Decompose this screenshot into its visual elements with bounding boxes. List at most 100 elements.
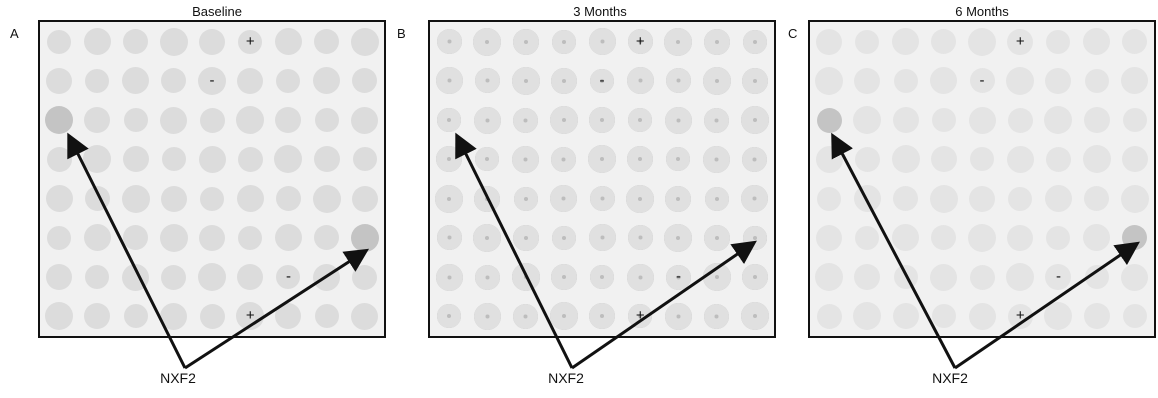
blot-spot — [83, 145, 112, 174]
blot-spot — [198, 145, 226, 173]
panel-c-target-label: NXF2 — [932, 370, 968, 386]
blot-spot — [968, 223, 996, 252]
blot-spot — [276, 68, 301, 93]
blot-spot — [84, 107, 111, 134]
panel-a-letter: A — [10, 26, 19, 41]
blot-spot — [473, 27, 502, 56]
blot-spot — [160, 302, 188, 330]
blot-spot — [816, 107, 842, 133]
blot-spot — [815, 66, 844, 95]
blot-spot — [236, 106, 265, 135]
blot-spot — [161, 147, 186, 172]
blot-spot — [274, 145, 303, 174]
blot-spot — [1082, 145, 1111, 174]
blot-spot — [1045, 67, 1072, 94]
blot-spot — [237, 264, 264, 291]
blot-spot — [853, 185, 881, 213]
blot-spot — [1121, 263, 1149, 291]
blot-spot — [703, 224, 730, 251]
blot-spot — [313, 146, 340, 173]
blot-spot — [274, 224, 302, 252]
negative-control-marker: - — [979, 71, 985, 89]
blot-spot — [1083, 28, 1111, 56]
blot-spot — [1007, 28, 1034, 55]
positive-control-marker: + — [245, 307, 255, 325]
blot-spot — [1006, 145, 1034, 173]
blot-spot — [313, 67, 341, 95]
blot-spot — [1083, 107, 1110, 134]
blot-spot — [929, 184, 958, 213]
blot-spot — [46, 67, 73, 94]
blot-spot — [1046, 29, 1071, 54]
blot-spot — [664, 27, 693, 56]
blot-spot — [968, 302, 996, 330]
blot-spot — [275, 107, 302, 134]
blot-spot — [816, 224, 843, 251]
blot-spot — [236, 185, 264, 213]
blot-spot — [627, 29, 653, 55]
blot-spot — [854, 264, 881, 291]
blot-spot — [83, 224, 111, 252]
blot-spot — [435, 184, 464, 213]
blot-spot — [1044, 106, 1073, 135]
blot-spot — [703, 28, 730, 55]
blot-spot — [1007, 107, 1033, 133]
blot-spot — [551, 29, 576, 54]
blot-spot — [312, 184, 341, 213]
blot-spot — [549, 106, 578, 135]
blot-spot — [1045, 146, 1071, 172]
blot-spot — [1046, 225, 1071, 250]
blot-spot — [665, 185, 692, 212]
blot-spot — [1006, 263, 1035, 292]
blot-spot — [740, 106, 769, 135]
blot-spot — [551, 146, 577, 172]
blot-spot — [199, 28, 225, 55]
blot-spot — [437, 108, 462, 133]
blot-spot — [473, 223, 502, 252]
blot-spot — [352, 68, 378, 94]
blot-spot — [742, 29, 767, 54]
blot-spot — [474, 185, 501, 212]
blot-spot — [853, 302, 882, 331]
blot-spot — [161, 68, 187, 94]
panel-a-blot: + + - - — [38, 20, 386, 338]
blot-spot — [1044, 185, 1072, 213]
blot-spot — [626, 67, 654, 95]
blot-spot — [590, 265, 614, 290]
blot-spot — [436, 146, 463, 173]
blot-spot — [1121, 146, 1148, 173]
panel-b-blot: + + - - — [428, 20, 776, 338]
blot-spot — [45, 185, 73, 213]
blot-spot — [1084, 68, 1109, 93]
blot-spot — [704, 186, 729, 211]
blot-spot — [703, 145, 731, 173]
negative-control-marker: - — [285, 268, 291, 286]
blot-spot — [1120, 184, 1149, 213]
blot-spot — [816, 303, 842, 329]
blot-spot — [200, 186, 224, 211]
blot-spot — [588, 145, 616, 174]
blot-spot — [199, 224, 225, 251]
blot-spot — [931, 225, 957, 251]
blot-spot — [513, 186, 538, 211]
negative-control-marker: - — [599, 71, 605, 89]
blot-spot — [275, 186, 301, 212]
blot-spot — [589, 303, 615, 330]
blot-spot — [351, 106, 379, 134]
blot-spot — [160, 185, 187, 212]
blot-spot — [893, 265, 918, 290]
blot-spot — [550, 185, 578, 213]
blot-spot — [1084, 186, 1110, 212]
blot-spot — [123, 304, 148, 329]
blot-spot — [314, 304, 339, 329]
blot-spot — [628, 108, 653, 133]
negative-control-marker: - — [1055, 268, 1061, 286]
blot-spot — [161, 264, 187, 290]
blot-spot — [702, 66, 731, 95]
blot-spot — [589, 186, 615, 212]
blot-spot — [474, 68, 500, 94]
blot-spot — [1044, 302, 1073, 331]
blot-spot — [513, 107, 539, 133]
blot-spot — [664, 106, 692, 134]
blot-spot — [123, 108, 148, 133]
